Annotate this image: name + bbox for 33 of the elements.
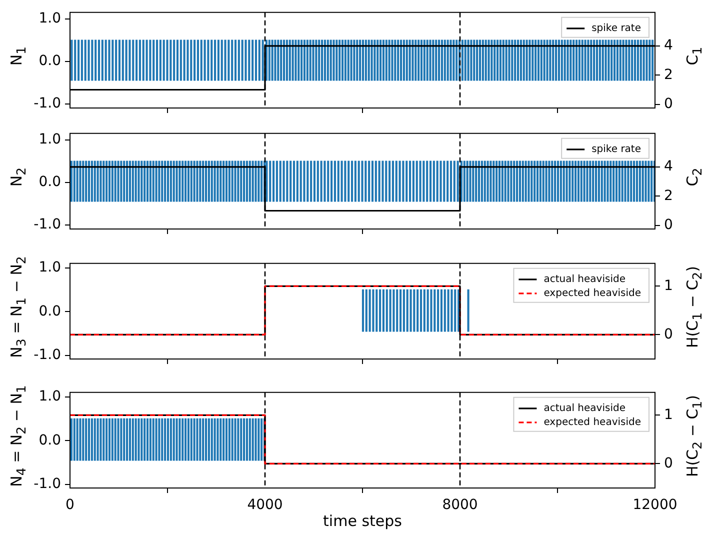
y2-tick-label: 1 [664, 406, 673, 423]
y2-tick-label: 0 [664, 216, 673, 233]
y-tick-label: 0.0 [38, 52, 61, 69]
y-tick-label: 0.0 [38, 432, 61, 448]
y-tick-label: -1.0 [34, 216, 61, 232]
x-tick-label: 8000 [442, 497, 478, 514]
x-tick-label: 4000 [247, 497, 283, 514]
x-tick-label: 12000 [632, 497, 678, 514]
legend-label: actual heaviside [544, 402, 626, 414]
y2-tick-label: 0 [664, 455, 673, 472]
y2-tick-label: 2 [664, 66, 673, 83]
legend-label: expected heaviside [544, 416, 641, 428]
y2-tick-label: 2 [664, 188, 673, 204]
y2-tick-label: 4 [664, 158, 673, 175]
y2-tick-label: 0 [664, 96, 673, 112]
y-tick-label: -1.0 [34, 347, 61, 364]
x-tick-label: 0 [66, 497, 74, 514]
y-tick-label: 1.0 [38, 388, 61, 404]
y-tick-label: 1.0 [38, 131, 61, 148]
y-tick-label: -1.0 [34, 95, 61, 112]
legend-label: actual heaviside [544, 274, 626, 285]
y-tick-label: 0.0 [38, 303, 61, 320]
y-tick-label: 0.0 [38, 174, 61, 190]
y2-tick-label: 1 [664, 278, 673, 294]
legend-label: spike rate [592, 144, 642, 155]
y2-tick-label: 4 [664, 38, 673, 54]
y2-tick-label: 0 [664, 326, 673, 342]
y-tick-label: 1.0 [38, 259, 61, 276]
legend-label: expected heaviside [544, 288, 641, 299]
y-tick-label: -1.0 [34, 476, 61, 492]
legend-label: spike rate [592, 22, 642, 34]
y-tick-label: 1.0 [38, 10, 61, 26]
x-axis-title: time steps [323, 512, 402, 530]
